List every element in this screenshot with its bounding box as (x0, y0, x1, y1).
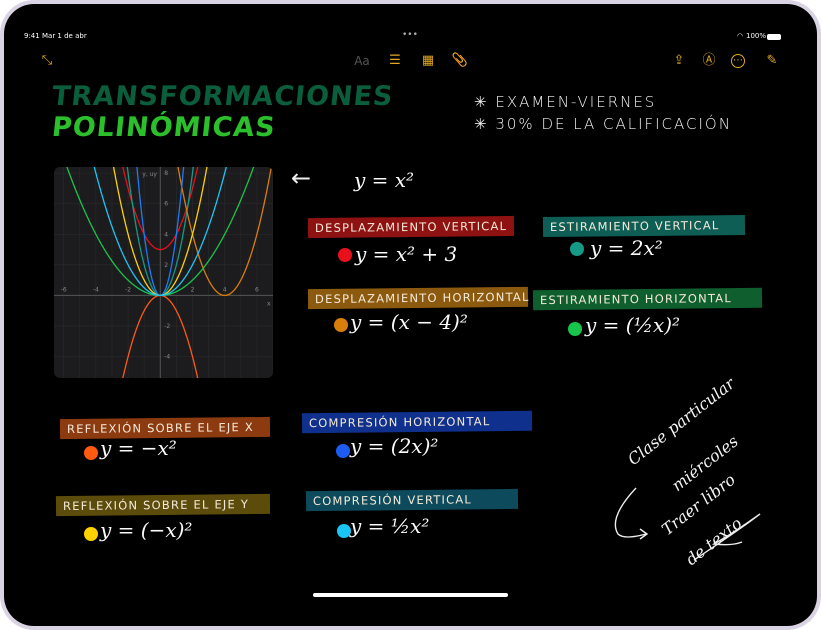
transformation-label: ESTIRAMIENTO HORIZONTAL (532, 287, 763, 311)
x-tick-label: -2 (125, 286, 131, 293)
share-icon[interactable]: ⇪ (673, 53, 685, 68)
transformation-label: REFLEXIÓN SOBRE EL EJE Y (55, 493, 271, 517)
y-tick-label: -4 (164, 354, 170, 361)
battery-percent: 100% (746, 32, 767, 40)
base-function: y = x² (354, 168, 415, 192)
x-tick-label: -4 (93, 286, 99, 293)
table-icon[interactable]: ▦ (421, 53, 435, 68)
transformation-equation: y = x² + 3 (355, 242, 458, 266)
arrow-and-underline-scribble (614, 487, 761, 561)
transformation-label: DESPLAZAMIENTO HORIZONTAL (307, 286, 530, 310)
x-tick-label: 4 (223, 286, 227, 293)
color-dot (334, 318, 348, 332)
transformation-label: DESPLAZAMIENTO VERTICAL (307, 215, 515, 239)
more-icon[interactable]: ⋯ (731, 54, 745, 68)
collapse-icon[interactable]: ⤡ (41, 53, 53, 68)
y-tick-label: 6 (164, 201, 168, 208)
y-tick-label: 8 (164, 170, 168, 177)
reminder-grade: ✳ 30% DE LA CALIFICACIÓN (474, 115, 732, 133)
status-time: 9:41 (24, 32, 40, 40)
checklist-icon[interactable]: ☰ (389, 53, 401, 68)
series-curve (93, 167, 227, 297)
paperclip-icon[interactable]: 📎 (451, 53, 469, 68)
transformation-equation: y = (−x)² (100, 518, 193, 542)
color-dot (337, 524, 351, 538)
color-dot (338, 248, 352, 262)
title-line-2: POLINÓMICAS (50, 112, 278, 143)
battery-icon (767, 34, 781, 40)
color-dot (336, 444, 350, 458)
y-tick-label: 4 (164, 231, 168, 238)
transformation-label: ESTIRAMIENTO VERTICAL (542, 214, 746, 238)
y-tick-label: 2 (164, 262, 168, 269)
text-format-icon[interactable]: Aa (354, 54, 370, 68)
transformation-equation: y = ½x² (350, 514, 430, 538)
x-tick-label: -6 (61, 286, 67, 293)
x-tick-label: 2 (191, 286, 195, 293)
x-tick-label: 6 (255, 286, 259, 293)
color-dot (84, 446, 98, 460)
transformation-label: COMPRESIÓN VERTICAL (305, 488, 519, 512)
notes-screen: 9:41 Mar 1 de abr ••• ◠ 100% ⤡ Aa ☰ ▦ 📎 … (4, 4, 817, 626)
transformation-equation: y = (½x)² (585, 313, 681, 337)
home-indicator[interactable] (313, 593, 508, 597)
transformation-equation: y = (2x)² (350, 434, 439, 458)
arrow-left-icon: ← (291, 164, 312, 192)
wifi-icon: ◠ (737, 32, 744, 40)
color-dot (84, 527, 98, 541)
title-line-1: TRANSFORMACIONES (50, 81, 396, 112)
transformation-label: COMPRESIÓN HORIZONTAL (301, 410, 533, 434)
reminder-exam: ✳ EXAMEN-VIERNES (474, 93, 657, 111)
status-date: Mar 1 de abr (42, 32, 87, 40)
transformation-equation: y = (x − 4)² (350, 310, 468, 334)
compose-icon[interactable]: ✎ (766, 53, 778, 68)
side-note: Clase particular miércoles Traer libro d… (602, 374, 802, 569)
y-axis-label: y, uy (142, 171, 157, 178)
color-dot (568, 322, 582, 336)
markup-icon[interactable]: Ⓐ (702, 53, 716, 68)
series-curve (177, 167, 273, 297)
transformation-equation: y = 2x² (590, 236, 663, 260)
y-tick-label: -2 (164, 323, 170, 330)
color-dot (570, 242, 584, 256)
x-axis-label: x (267, 300, 271, 307)
graph-svg: -6 -4 -2 2 4 6 -4 -2 2 4 6 8 y, uy x (54, 167, 273, 378)
multitask-dots[interactable]: ••• (402, 30, 418, 40)
function-graph: -6 -4 -2 2 4 6 -4 -2 2 4 6 8 y, uy x (54, 167, 273, 378)
transformation-equation: y = −x² (100, 436, 177, 460)
